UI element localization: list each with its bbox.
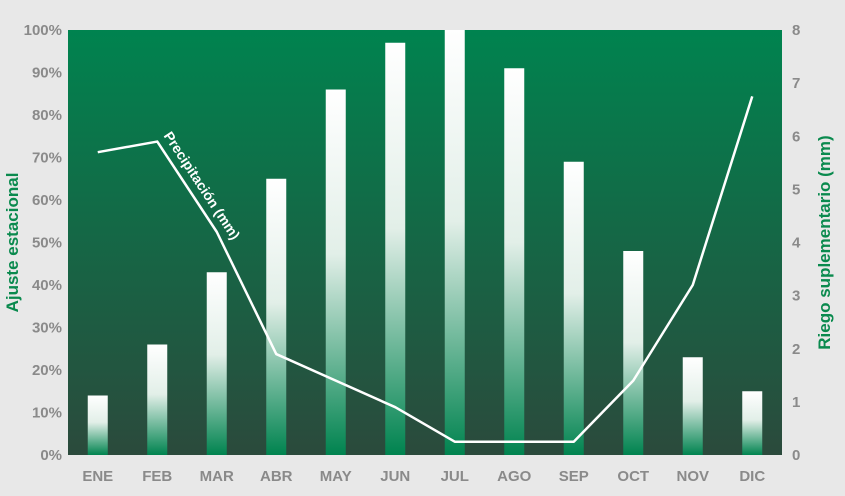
- bar-sep: [563, 161, 584, 455]
- bar-mar: [206, 272, 227, 455]
- y-tick-label: 40%: [32, 277, 62, 294]
- bar-oct: [623, 251, 644, 455]
- x-tick-label: ABR: [260, 468, 293, 485]
- y2-tick-label: 2: [792, 341, 800, 358]
- y-tick-label: 30%: [32, 320, 62, 337]
- y-tick-label: 60%: [32, 192, 62, 209]
- y2-tick-label: 5: [792, 181, 800, 198]
- x-tick-label: MAY: [320, 468, 352, 485]
- y2-tick-label: 6: [792, 128, 800, 145]
- y-tick-label: 50%: [32, 235, 62, 252]
- x-tick-label: AGO: [497, 468, 532, 485]
- y-tick-label: 70%: [32, 150, 62, 167]
- y2-tick-label: 1: [792, 394, 800, 411]
- bar-nov: [682, 357, 703, 455]
- y-tick-label: 10%: [32, 405, 62, 422]
- x-tick-label: JUL: [441, 468, 469, 485]
- plot-area: [68, 30, 782, 455]
- y2-tick-label: 4: [792, 235, 801, 252]
- bar-may: [325, 89, 346, 455]
- x-tick-label: FEB: [142, 468, 172, 485]
- y-tick-label: 100%: [24, 22, 62, 39]
- y2-tick-label: 7: [792, 75, 800, 92]
- x-tick-label: MAR: [200, 468, 234, 485]
- x-tick-label: DIC: [739, 468, 765, 485]
- y2-tick-label: 8: [792, 22, 800, 39]
- bar-jul: [444, 30, 465, 455]
- y2-axis-title: Riego suplementario (mm): [815, 135, 834, 349]
- x-tick-label: SEP: [559, 468, 589, 485]
- bar-ene: [87, 395, 108, 455]
- x-tick-label: OCT: [617, 468, 649, 485]
- bar-abr: [266, 178, 287, 455]
- bar-dic: [742, 391, 763, 455]
- y-axis-title: Ajuste estacional: [3, 173, 22, 313]
- x-tick-label: JUN: [380, 468, 410, 485]
- bar-jun: [385, 42, 406, 455]
- y-tick-label: 90%: [32, 65, 62, 82]
- y-tick-label: 0%: [40, 447, 62, 464]
- y-tick-label: 80%: [32, 107, 62, 124]
- x-tick-label: ENE: [82, 468, 113, 485]
- y2-tick-label: 3: [792, 288, 800, 305]
- y-tick-label: 20%: [32, 362, 62, 379]
- bar-ago: [504, 68, 525, 455]
- y2-tick-label: 0: [792, 447, 800, 464]
- bar-feb: [147, 344, 168, 455]
- x-tick-label: NOV: [676, 468, 709, 485]
- precipitation-line: [97, 96, 754, 443]
